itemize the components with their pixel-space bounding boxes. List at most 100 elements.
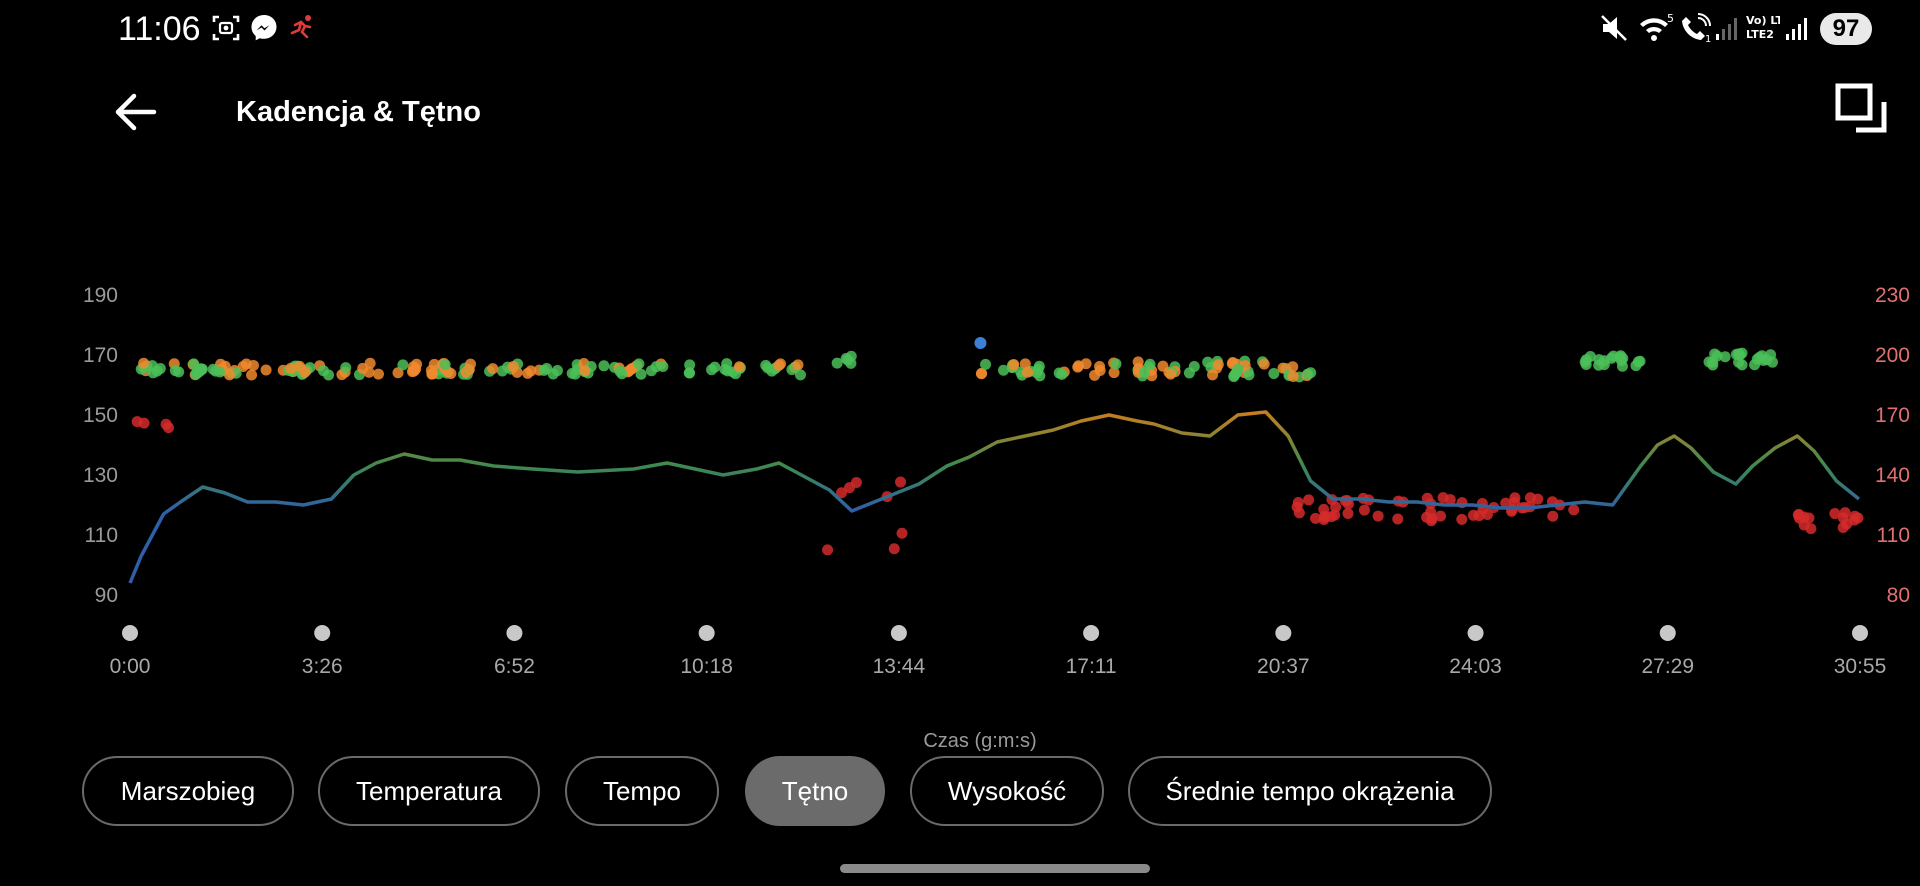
chip-marszobieg[interactable]: Marszobieg	[82, 756, 294, 826]
status-clock: 11:06	[118, 10, 201, 48]
cadence-point	[1202, 356, 1214, 368]
cadence-point	[1342, 507, 1354, 519]
cadence-point	[762, 362, 774, 374]
mute-icon	[1598, 12, 1630, 49]
cadence-point	[1392, 513, 1404, 525]
back-button[interactable]	[108, 80, 164, 144]
expand-button[interactable]	[1830, 80, 1890, 144]
cadence-point	[1580, 354, 1592, 366]
cadence-point	[1032, 363, 1044, 375]
cadence-point	[1019, 358, 1031, 370]
cadence-point	[173, 366, 185, 378]
x-axis-tick-dot[interactable]	[1083, 625, 1100, 641]
wifi-5-icon: 5	[1638, 12, 1676, 49]
x-axis-tick-dot[interactable]	[890, 625, 907, 641]
svg-text:LTE2: LTE2	[1746, 28, 1774, 41]
cadence-point	[836, 487, 848, 499]
cadence-point	[1138, 367, 1150, 379]
cadence-point	[1733, 348, 1745, 360]
cadence-point	[1593, 359, 1605, 371]
cadence-point	[1292, 496, 1304, 508]
cadence-point	[1183, 367, 1195, 379]
chip-wysokosc[interactable]: Wysokość	[910, 756, 1104, 826]
left-axis-tick-label: 150	[83, 404, 118, 427]
heart-rate-line	[128, 410, 1860, 584]
cadence-point	[1568, 504, 1580, 516]
cadence-point	[1293, 507, 1305, 519]
cadence-point	[409, 364, 421, 376]
cadence-point	[1110, 358, 1122, 370]
cadence-point	[1456, 513, 1468, 525]
cadence-point	[1008, 359, 1020, 371]
x-axis-tick-dot[interactable]	[1467, 625, 1484, 641]
cadence-point	[487, 363, 499, 375]
cadence-heart-rate-chart[interactable]: 90 110 130 150 170 190 80 110 140 170 200 230 0:00…	[0, 250, 1920, 760]
cadence-point	[831, 357, 843, 369]
cadence-point	[392, 367, 404, 379]
cadence-point	[1268, 368, 1280, 380]
cadence-point	[1132, 356, 1144, 368]
x-axis-tick-label: 20:37	[1257, 655, 1310, 678]
cadence-point	[997, 364, 1009, 376]
messenger-icon	[248, 12, 280, 49]
x-axis-tick-label: 0:00	[110, 655, 151, 678]
chart-area[interactable]: 90 110 130 150 170 190 80 110 140 170 200 230 0:00…	[0, 250, 1920, 760]
cadence-point	[1108, 367, 1120, 379]
x-axis-tick-dot[interactable]	[314, 625, 331, 641]
app-bar: Kadencja & Tętno	[0, 80, 1920, 144]
cadence-point	[551, 365, 563, 377]
left-axis-tick-label: 90	[95, 584, 118, 607]
left-axis-tick-label: 170	[83, 344, 118, 367]
chip-tetno[interactable]: Tętno	[745, 756, 885, 826]
cadence-point	[246, 369, 258, 381]
cadence-point	[709, 361, 721, 373]
cadence-point	[684, 359, 696, 371]
x-axis-tick-dot[interactable]	[1852, 625, 1868, 641]
right-axis-tick-label: 230	[1875, 284, 1910, 307]
x-axis-tick-dot[interactable]	[1275, 625, 1292, 641]
cadence-point	[1849, 510, 1861, 522]
cadence-point	[1736, 359, 1748, 371]
cadence-point	[1707, 356, 1719, 368]
cadence-point	[285, 362, 297, 374]
cadence-point	[1287, 361, 1299, 373]
cadence-point	[722, 365, 734, 377]
cadence-point	[1325, 511, 1337, 523]
cadence-point	[1793, 508, 1805, 520]
running-icon	[288, 12, 318, 49]
volte-lte2-icon: Vo) LTE2 LTE2	[1744, 12, 1798, 49]
x-axis-label: Czas (g:m:s)	[923, 730, 1036, 752]
battery-level: 97	[1820, 13, 1872, 45]
cadence-point	[773, 359, 785, 371]
cadence-point	[896, 527, 908, 539]
chip-srednie-tempo-okrazenia[interactable]: Średnie tempo okrążenia	[1128, 756, 1492, 826]
cadence-point	[439, 359, 451, 371]
volte-label: Vo) LTE2	[1746, 14, 1780, 27]
chip-label: Temperatura	[356, 775, 502, 806]
cadence-point	[1287, 370, 1299, 382]
cadence-point	[1165, 368, 1177, 380]
x-axis-tick-label: 13:44	[873, 655, 926, 678]
x-axis-tick-dot[interactable]	[122, 625, 138, 641]
cadence-point	[1837, 512, 1849, 524]
cadence-point	[147, 367, 159, 379]
cadence-point	[1157, 360, 1169, 372]
svg-text:1: 1	[1705, 34, 1711, 44]
cadence-point	[507, 361, 519, 373]
x-axis-tick-dot[interactable]	[506, 625, 523, 641]
chip-temperatura[interactable]: Temperatura	[318, 756, 540, 826]
cadence-point	[1547, 510, 1559, 522]
cadence-point	[340, 362, 352, 374]
cadence-point	[138, 417, 150, 429]
right-axis-tick-label: 110	[1877, 524, 1910, 547]
window-expand-icon	[1835, 83, 1887, 133]
cadence-point	[1258, 358, 1270, 370]
x-axis-tick-dot[interactable]	[698, 625, 715, 641]
chip-tempo[interactable]: Tempo	[565, 756, 719, 826]
home-indicator[interactable]	[840, 864, 1150, 873]
x-axis-tick-dot[interactable]	[1659, 625, 1676, 641]
cadence-point	[294, 360, 306, 372]
wifi-call-icon: 1	[1678, 12, 1714, 49]
cadence-point	[1837, 522, 1849, 534]
cadence-point	[633, 358, 645, 370]
